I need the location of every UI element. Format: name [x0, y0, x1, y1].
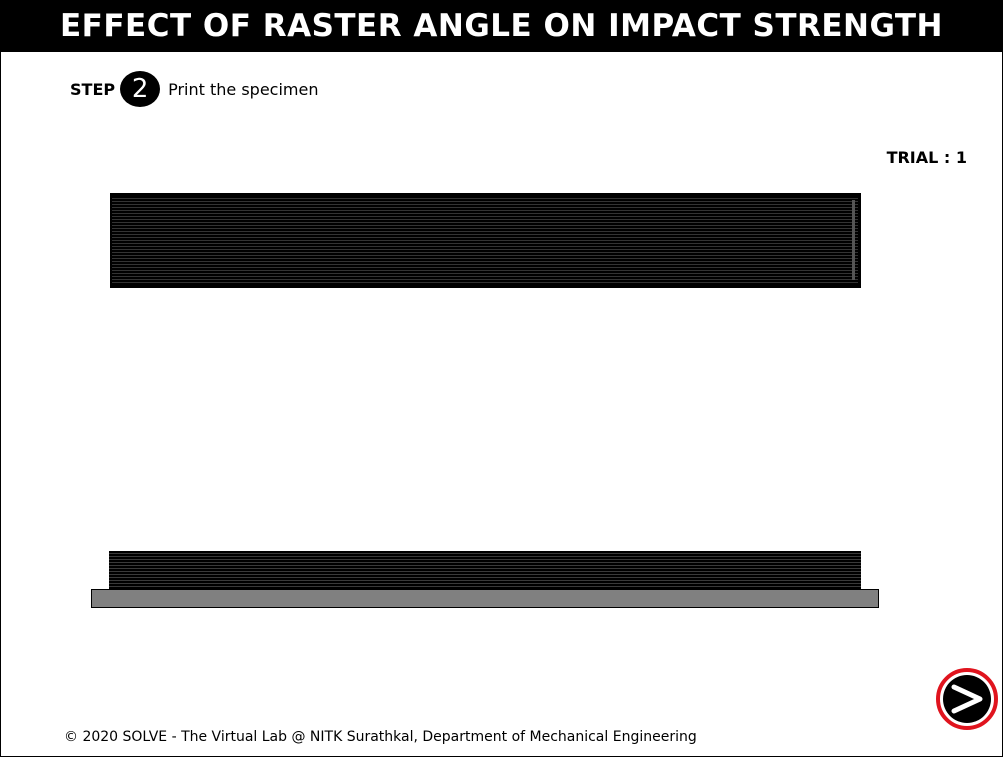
- footer-copyright: © 2020 SOLVE - The Virtual Lab @ NITK Su…: [64, 729, 697, 745]
- next-button-face: [943, 675, 991, 723]
- specimen-top-view: [110, 193, 861, 288]
- trial-counter: TRIAL : 1: [886, 148, 967, 167]
- step-number-badge: 2: [120, 71, 161, 107]
- step-description: Print the specimen: [168, 79, 319, 99]
- next-button[interactable]: [936, 668, 998, 730]
- print-bed: [91, 589, 879, 608]
- chevron-right-icon: [951, 684, 983, 714]
- step-indicator: STEP 2 Print the specimen: [70, 71, 318, 107]
- specimen-side-view: [109, 551, 861, 589]
- step-label: STEP: [70, 79, 116, 99]
- page-title: EFFECT OF RASTER ANGLE ON IMPACT STRENGT…: [1, 1, 1002, 52]
